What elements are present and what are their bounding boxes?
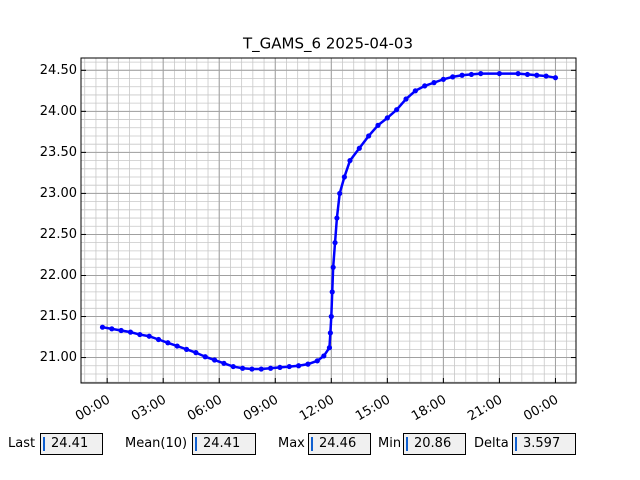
data-point (305, 361, 311, 367)
data-point (267, 365, 274, 371)
x-tick-label: 06:00 (185, 393, 225, 425)
x-tick-label: 12:00 (297, 393, 337, 425)
y-tick-label: 21.00 (40, 350, 77, 365)
status-label: Mean(10) (125, 436, 188, 451)
data-point (230, 363, 236, 370)
data-point (327, 330, 333, 336)
y-tick-label: 23.50 (40, 145, 77, 160)
y-tick-label: 24.00 (40, 104, 77, 119)
data-point (146, 333, 152, 339)
chart-title: T_GAMS_6 2025-04-03 (242, 35, 413, 54)
data-point (321, 353, 327, 359)
status-value: 24.46 (308, 433, 371, 455)
data-point (118, 327, 124, 334)
data-point (496, 70, 503, 77)
status-value: 20.86 (403, 433, 466, 455)
data-point (326, 345, 333, 351)
data-point (202, 354, 208, 360)
data-point (478, 70, 484, 77)
x-tick-label: 00:00 (73, 393, 113, 425)
status-label: Max (278, 436, 305, 451)
data-point (534, 72, 540, 78)
status-bar: Last 24.41 Mean(10) 24.41 Max 24.46 Min … (0, 432, 640, 458)
data-point (394, 107, 400, 113)
data-point (375, 122, 381, 128)
data-point (314, 358, 320, 364)
data-point (515, 70, 521, 77)
data-point (193, 350, 199, 356)
status-value: 3.597 (512, 433, 576, 455)
data-point (543, 73, 549, 79)
data-point (165, 340, 171, 346)
data-point (286, 363, 292, 370)
data-point (174, 343, 180, 349)
data-point (440, 76, 446, 82)
status-label: Delta (474, 436, 509, 451)
data-point (552, 75, 559, 81)
data-point (211, 357, 218, 363)
data-point (524, 71, 531, 78)
x-tick-label: 15:00 (353, 393, 393, 425)
data-point (431, 80, 437, 86)
status-value: 24.41 (40, 433, 103, 455)
x-tick-label: 21:00 (465, 393, 505, 425)
chart: T_GAMS_6 2025-04-03 21.00 21.50 22.00 22.50… (40, 35, 577, 425)
status-value: 24.41 (192, 433, 256, 455)
y-tick-label: 23.00 (40, 186, 77, 201)
data-point (239, 365, 246, 371)
data-point (329, 289, 335, 295)
data-point (221, 360, 227, 366)
data-point (330, 264, 336, 270)
data-point (155, 336, 162, 343)
x-tick-label: 18:00 (409, 393, 449, 425)
status-label: Min (378, 436, 402, 451)
data-point (356, 145, 362, 151)
x-tick-label: 00:00 (521, 393, 561, 425)
data-point (403, 96, 409, 102)
status-label: Last (8, 436, 36, 451)
plot-frame (80, 57, 577, 384)
data-point (99, 324, 106, 330)
data-point (328, 313, 334, 320)
data-point (384, 115, 390, 121)
data-point (459, 72, 465, 78)
data-point (183, 346, 190, 352)
data-point (422, 83, 428, 89)
data-point (341, 174, 347, 180)
data-point (332, 240, 338, 246)
y-tick-label: 24.50 (40, 63, 77, 78)
data-point (109, 326, 115, 332)
data-point (468, 71, 474, 78)
data-point (450, 74, 456, 80)
data-point (127, 329, 134, 335)
data-point (277, 364, 283, 371)
data-point (334, 215, 340, 221)
y-tick-label: 22.00 (40, 268, 77, 283)
data-point (249, 366, 255, 372)
y-tick-label: 22.50 (40, 227, 77, 242)
data-point (137, 331, 143, 338)
data-point (296, 363, 302, 369)
y-tick-label: 21.50 (40, 309, 77, 324)
data-point (347, 157, 353, 164)
data-point (412, 88, 418, 94)
data-point (366, 133, 372, 139)
x-tick-label: 09:00 (241, 393, 281, 425)
data-point (258, 366, 264, 372)
x-tick-label: 03:00 (129, 393, 169, 425)
data-point (337, 190, 343, 197)
